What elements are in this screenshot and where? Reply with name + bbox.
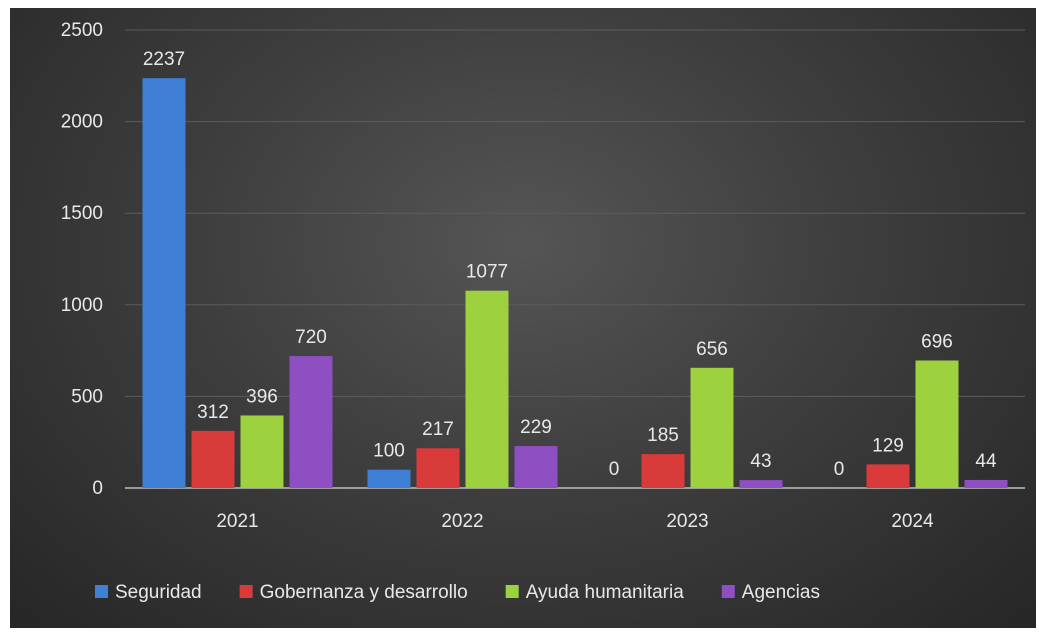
- bar: [641, 454, 685, 488]
- data-label: 43: [750, 451, 771, 472]
- data-label: 396: [246, 386, 278, 407]
- data-label: 1077: [466, 262, 508, 283]
- legend-swatch: [95, 585, 108, 598]
- data-label: 129: [872, 435, 904, 456]
- legend-label: Ayuda humanitaria: [526, 582, 685, 603]
- data-label: 44: [975, 451, 997, 472]
- legend-swatch: [721, 585, 735, 598]
- legend-label: Agencias: [742, 582, 820, 603]
- data-label: 656: [696, 339, 728, 360]
- y-tick-label: 1000: [61, 295, 103, 316]
- data-label: 100: [373, 441, 405, 462]
- bar: [866, 464, 910, 488]
- y-tick-label: 1500: [61, 203, 103, 224]
- bar: [739, 480, 783, 488]
- x-tick-label: 2024: [891, 511, 934, 532]
- y-tick-label: 0: [92, 478, 103, 499]
- legend-swatch: [505, 585, 519, 598]
- legend-swatch: [239, 585, 253, 598]
- data-label: 720: [295, 327, 327, 348]
- bar: [964, 479, 1008, 488]
- bar: [465, 290, 509, 488]
- bar: [690, 367, 734, 488]
- bar: [142, 78, 186, 488]
- data-label: 229: [520, 417, 552, 438]
- data-label: 217: [422, 419, 454, 440]
- data-label: 2237: [143, 49, 185, 70]
- x-tick-label: 2023: [666, 511, 708, 532]
- bar: [191, 430, 235, 488]
- x-tick-label: 2021: [216, 511, 258, 532]
- legend-label: Seguridad: [115, 582, 202, 603]
- bar: [514, 446, 558, 488]
- data-label: 0: [609, 459, 620, 480]
- bar: [289, 356, 333, 488]
- data-label: 312: [197, 402, 229, 423]
- legend-label: Gobernanza y desarrollo: [260, 582, 468, 603]
- y-tick-label: 2000: [61, 112, 103, 133]
- data-label: 0: [834, 459, 845, 480]
- data-label: 185: [647, 425, 679, 446]
- bar: [416, 448, 460, 488]
- bar: [240, 415, 284, 488]
- y-tick-label: 500: [71, 386, 103, 407]
- x-tick-label: 2022: [441, 511, 483, 532]
- bar: [367, 469, 411, 488]
- bar: [915, 360, 959, 488]
- data-label: 696: [921, 331, 953, 352]
- y-tick-label: 2500: [61, 20, 103, 41]
